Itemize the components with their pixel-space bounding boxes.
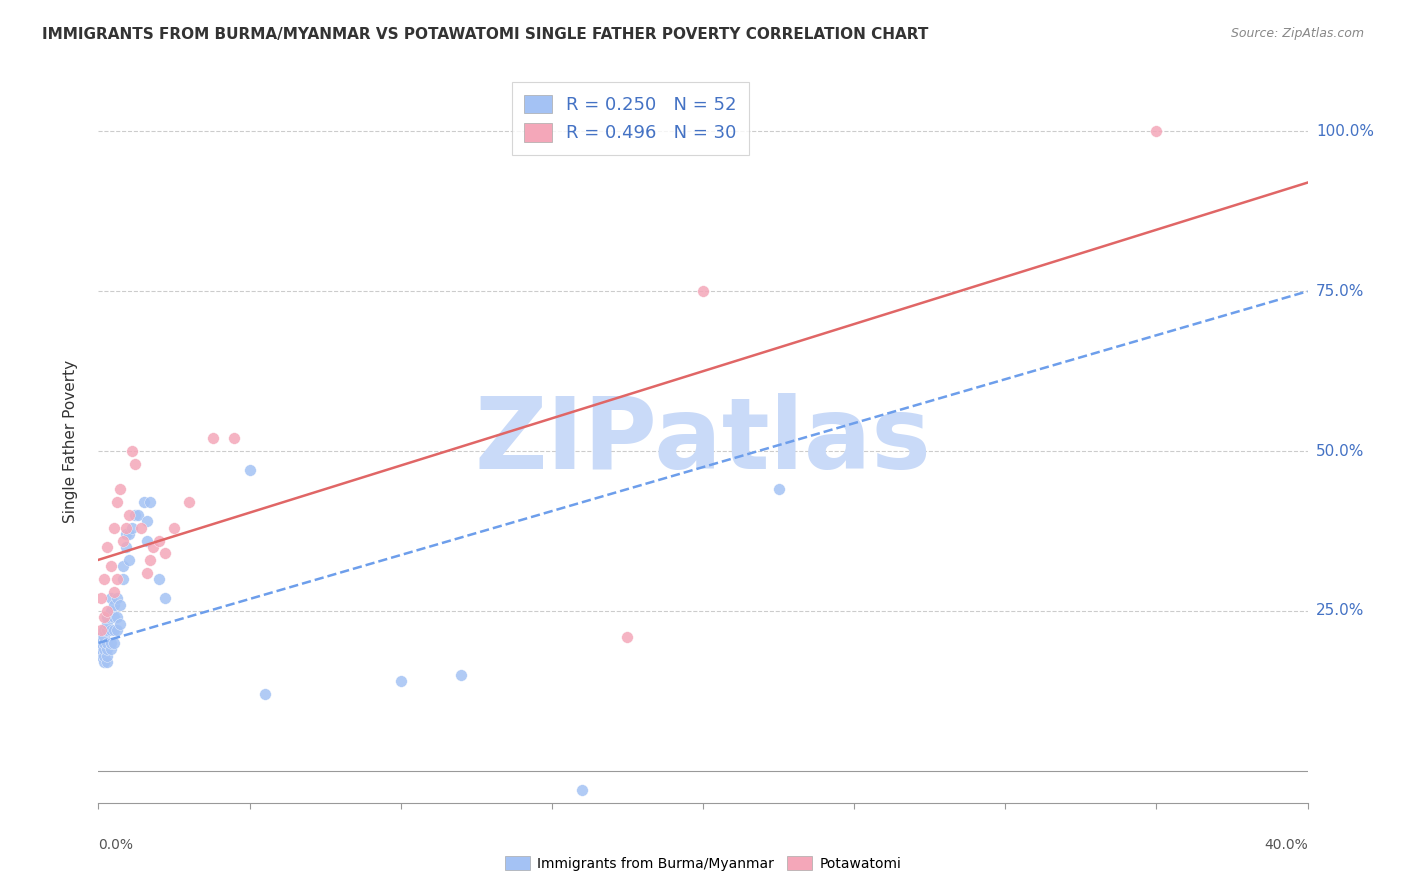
Point: [103, 584, 125, 599]
Point: [142, 540, 165, 554]
Point: [96, 642, 118, 657]
Point: [105, 623, 128, 637]
Point: [163, 521, 186, 535]
Point: [105, 610, 128, 624]
Point: [114, 527, 136, 541]
Point: [93, 642, 115, 657]
Point: [93, 623, 115, 637]
Text: 75.0%: 75.0%: [1316, 284, 1364, 299]
Point: [93, 648, 115, 663]
Point: [111, 572, 134, 586]
Text: 40.0%: 40.0%: [1264, 838, 1308, 852]
Point: [105, 591, 128, 606]
Point: [692, 285, 714, 299]
Point: [571, 783, 593, 797]
Point: [616, 630, 638, 644]
Point: [100, 591, 122, 606]
Point: [132, 495, 155, 509]
Legend: Immigrants from Burma/Myanmar, Potawatomi: Immigrants from Burma/Myanmar, Potawatom…: [499, 850, 907, 876]
Point: [103, 636, 125, 650]
Point: [118, 553, 141, 567]
Text: Source: ZipAtlas.com: Source: ZipAtlas.com: [1230, 27, 1364, 40]
Point: [768, 483, 790, 497]
Text: 0.0%: 0.0%: [98, 838, 134, 852]
Point: [450, 668, 472, 682]
Point: [96, 616, 118, 631]
Text: ZIPatlas: ZIPatlas: [475, 393, 931, 490]
Y-axis label: Single Father Poverty: Single Father Poverty: [63, 360, 77, 523]
Point: [103, 610, 125, 624]
Point: [253, 687, 276, 701]
Point: [90, 648, 112, 663]
Text: 50.0%: 50.0%: [1316, 443, 1364, 458]
Point: [135, 566, 157, 580]
Point: [121, 444, 143, 458]
Point: [114, 540, 136, 554]
Point: [239, 463, 262, 477]
Point: [105, 572, 128, 586]
Point: [139, 495, 162, 509]
Point: [135, 533, 157, 548]
Point: [103, 521, 125, 535]
Point: [90, 642, 112, 657]
Point: [105, 495, 128, 509]
Point: [148, 533, 170, 548]
Point: [100, 559, 122, 574]
Point: [103, 598, 125, 612]
Point: [93, 610, 115, 624]
Point: [148, 572, 170, 586]
Point: [103, 623, 125, 637]
Point: [100, 623, 122, 637]
Point: [100, 636, 122, 650]
Point: [96, 604, 118, 618]
Point: [114, 521, 136, 535]
Point: [96, 636, 118, 650]
Point: [93, 636, 115, 650]
Point: [90, 591, 112, 606]
Point: [129, 521, 152, 535]
Point: [93, 630, 115, 644]
Point: [93, 572, 115, 586]
Point: [127, 508, 149, 522]
Point: [124, 508, 146, 522]
Point: [93, 655, 115, 669]
Point: [179, 495, 201, 509]
Point: [153, 591, 176, 606]
Point: [96, 655, 118, 669]
Point: [90, 623, 112, 637]
Text: 25.0%: 25.0%: [1316, 604, 1364, 618]
Point: [111, 559, 134, 574]
Point: [118, 508, 141, 522]
Text: IMMIGRANTS FROM BURMA/MYANMAR VS POTAWATOMI SINGLE FATHER POVERTY CORRELATION CH: IMMIGRANTS FROM BURMA/MYANMAR VS POTAWAT…: [42, 27, 928, 42]
Point: [108, 483, 131, 497]
Point: [100, 642, 122, 657]
Point: [96, 623, 118, 637]
Point: [108, 598, 131, 612]
Point: [1144, 124, 1167, 138]
Point: [96, 540, 118, 554]
Point: [139, 553, 162, 567]
Point: [124, 457, 146, 471]
Legend: R = 0.250   N = 52, R = 0.496   N = 30: R = 0.250 N = 52, R = 0.496 N = 30: [512, 82, 749, 155]
Point: [100, 604, 122, 618]
Point: [111, 533, 134, 548]
Point: [96, 610, 118, 624]
Point: [153, 546, 176, 560]
Point: [108, 616, 131, 631]
Text: 100.0%: 100.0%: [1316, 124, 1374, 139]
Point: [121, 521, 143, 535]
Point: [202, 431, 225, 445]
Point: [90, 630, 112, 644]
Point: [118, 527, 141, 541]
Point: [389, 674, 412, 689]
Point: [135, 515, 157, 529]
Point: [224, 431, 246, 445]
Point: [90, 636, 112, 650]
Point: [96, 648, 118, 663]
